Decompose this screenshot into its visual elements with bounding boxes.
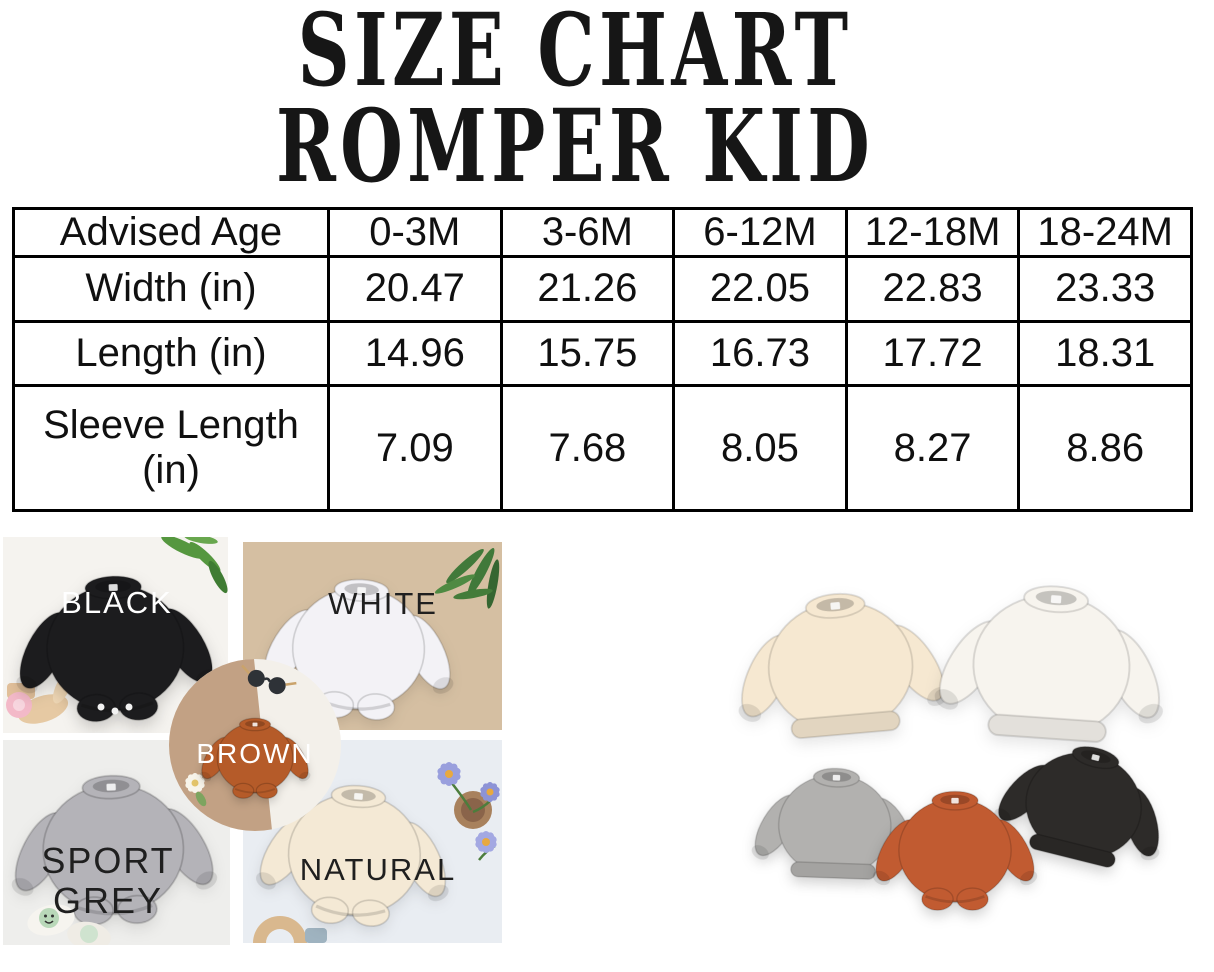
title-line-1: SIZE CHART [297,0,853,109]
title-line-2: ROMPER KID [275,87,875,205]
color-photo-black: BLACK [3,537,228,733]
page-title: SIZE CHART ROMPER KID [0,0,1150,205]
value-cell: 16.73 [672,319,848,387]
snap-buttons-icon [97,703,133,715]
color-photo-brown: BROWN [169,659,341,831]
value-cell: 18.31 [1017,319,1193,387]
photo-section: BLACK WHITE SPORT GREY [0,530,1214,972]
table-header-row: Advised Age 0-3M 3-6M 6-12M 12-18M 18-24… [12,207,1193,258]
table-row: Length (in) 14.96 15.75 16.73 17.72 18.3… [12,319,1193,387]
value-cell: 15.75 [499,319,676,387]
header-cell: 3-6M [499,207,676,258]
color-label-natural: NATURAL [300,852,456,887]
fern-leaf-icon [161,537,228,594]
header-cell: 12-18M [844,207,1021,258]
value-cell: 20.47 [327,255,503,323]
value-cell: 14.96 [327,319,503,387]
wooden-arch-toy-icon [253,916,327,943]
value-cell: 8.05 [672,384,848,512]
header-cell: Advised Age [12,207,330,258]
flower-decoration-icon [437,762,500,861]
size-chart-table: Advised Age 0-3M 3-6M 6-12M 12-18M 18-24… [12,207,1193,512]
color-label-black: BLACK [61,585,173,620]
row-label-cell: Length (in) [12,319,330,387]
white-flower-icon [185,773,207,807]
color-label-grey: GREY [53,880,163,921]
value-cell: 8.86 [1017,384,1193,512]
value-cell: 7.09 [327,384,503,512]
color-label-brown: BROWN [196,738,313,769]
header-cell: 6-12M [672,207,848,258]
value-cell: 21.26 [499,255,676,323]
row-label-cell: Width (in) [12,255,330,323]
row-label-cell: Sleeve Length (in) [12,384,330,512]
palm-leaf-icon [434,548,500,609]
table-row: Width (in) 20.47 21.26 22.05 22.83 23.33 [12,255,1193,323]
table-row: Sleeve Length (in) 7.09 7.68 8.05 8.27 8… [12,384,1193,512]
photo-background [700,535,1214,972]
header-cell: 0-3M [327,207,503,258]
header-cell: 18-24M [1017,207,1193,258]
value-cell: 8.27 [844,384,1021,512]
value-cell: 23.33 [1017,255,1193,323]
color-label-sport: SPORT [41,840,174,881]
value-cell: 7.68 [499,384,676,512]
value-cell: 22.83 [844,255,1021,323]
product-photo-group [700,535,1214,972]
value-cell: 17.72 [844,319,1021,387]
photo-background-left [169,659,275,831]
sunglasses-icon [241,664,297,695]
color-label-white: WHITE [328,586,438,621]
toy-shoes-icon [27,904,111,945]
value-cell: 22.05 [672,255,848,323]
